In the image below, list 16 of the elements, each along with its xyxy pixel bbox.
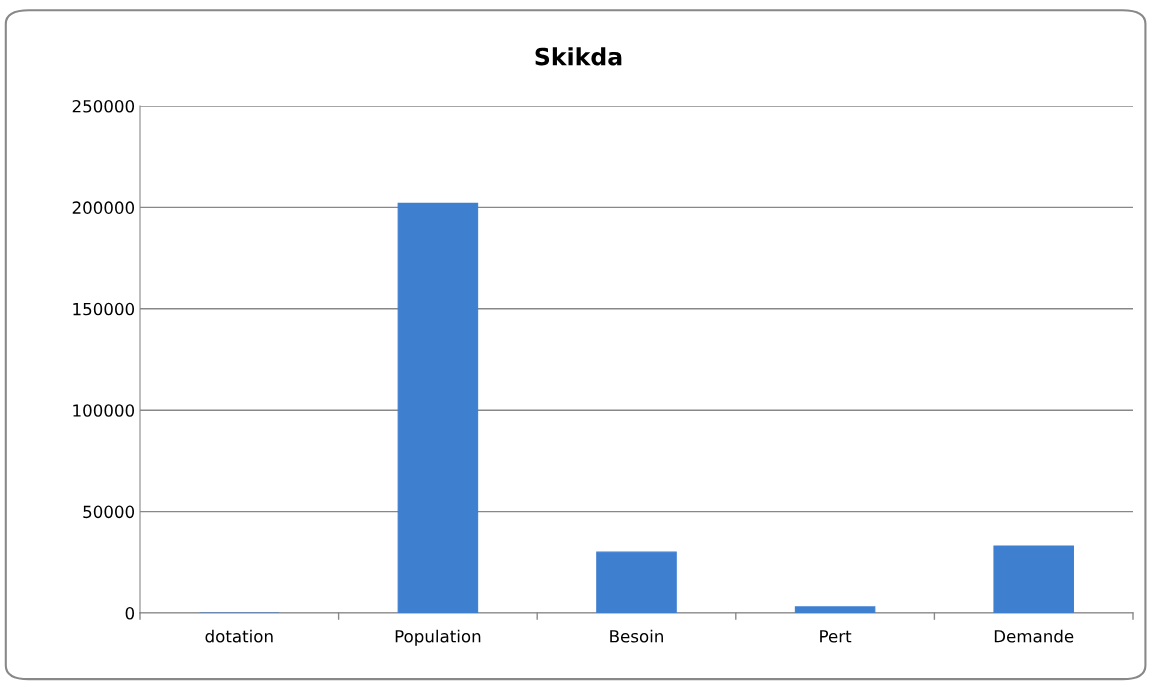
bar xyxy=(397,202,479,613)
y-tick-label: 100000 xyxy=(73,404,135,417)
y-tick-label: 0 xyxy=(125,606,135,620)
x-tick-label: Population xyxy=(395,629,481,646)
bar xyxy=(993,545,1074,613)
chart-title: Skikda xyxy=(535,47,622,66)
x-tick-label: Pert xyxy=(820,630,852,643)
x-tick-label: Besoin xyxy=(610,629,663,643)
x-tick-label: dotation xyxy=(205,629,273,643)
bar xyxy=(596,551,677,613)
y-tick-label: 250000 xyxy=(72,99,135,113)
bar xyxy=(794,606,876,613)
y-tick-label: 50000 xyxy=(83,505,135,519)
y-tick-label: 150000 xyxy=(73,302,135,316)
x-tick-label: Demande xyxy=(994,629,1074,643)
y-tick-label: 200000 xyxy=(72,201,135,214)
